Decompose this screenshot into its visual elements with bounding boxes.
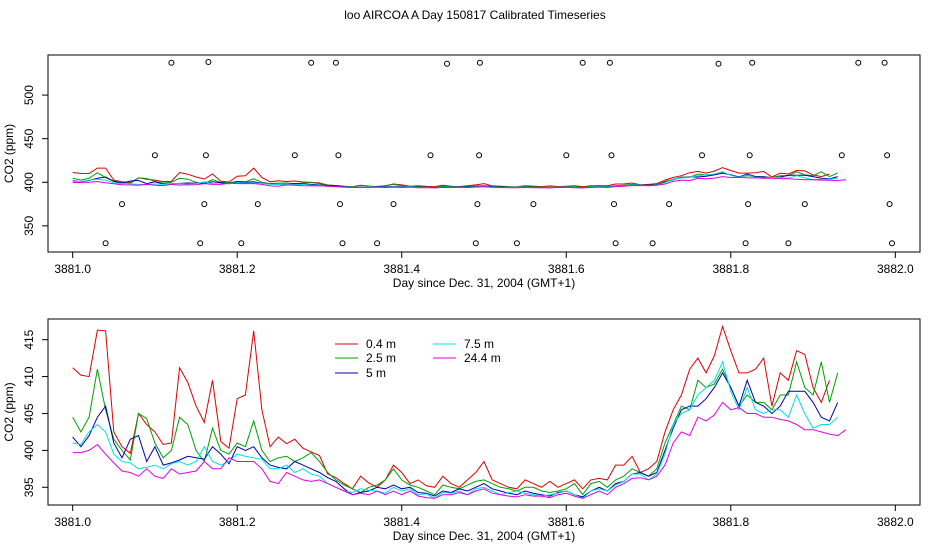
y-tick-label: 350 <box>22 216 36 236</box>
data-point <box>838 152 845 159</box>
x-axis-label: Day since Dec. 31, 2004 (GMT+1) <box>393 529 575 543</box>
data-point <box>238 240 245 247</box>
data-point <box>151 152 158 159</box>
data-point <box>563 152 570 159</box>
data-point <box>332 59 339 66</box>
data-point <box>168 59 175 66</box>
legend: 0.4 m2.5 m5 m 7.5 m24.4 m <box>335 337 501 380</box>
data-point <box>886 201 893 208</box>
x-tick-label: 3881.8 <box>712 515 749 529</box>
data-point <box>472 240 479 247</box>
plot-frame <box>47 54 921 253</box>
x-tick-label: 3881.6 <box>548 262 585 276</box>
x-tick-label: 3881.4 <box>383 515 420 529</box>
data-point <box>254 201 261 208</box>
x-axis-label: Day since Dec. 31, 2004 (GMT+1) <box>393 276 575 290</box>
data-point <box>102 240 109 247</box>
data-point <box>474 201 481 208</box>
data-point <box>881 59 888 66</box>
data-point <box>197 240 204 247</box>
data-point <box>606 59 613 66</box>
data-point <box>335 152 342 159</box>
data-point <box>855 59 862 66</box>
series-line <box>72 401 847 499</box>
data-point <box>513 240 520 247</box>
data-point <box>749 59 756 66</box>
data-point <box>339 240 346 247</box>
data-point <box>308 59 315 66</box>
x-tick-label: 3881.0 <box>54 515 91 529</box>
x-tick-label: 3881.6 <box>548 515 585 529</box>
y-axis-label: CO2 (ppm) <box>2 382 16 441</box>
data-point <box>444 60 450 67</box>
y-tick-label: 415 <box>22 329 36 349</box>
x-tick-label: 3881.4 <box>383 262 420 276</box>
data-point <box>666 201 673 208</box>
data-point <box>608 152 615 159</box>
y-tick-label: 500 <box>22 85 36 105</box>
data-point <box>119 201 125 208</box>
series-line <box>72 324 830 490</box>
data-point <box>337 201 343 208</box>
data-point <box>201 201 208 208</box>
y-tick-label: 405 <box>22 403 36 423</box>
series-line <box>72 360 839 499</box>
legend-label: 5 m <box>366 366 386 380</box>
y-tick-label: 395 <box>22 477 36 497</box>
x-tick-label: 3881.8 <box>712 262 749 276</box>
data-point <box>476 152 483 159</box>
data-point <box>715 60 722 67</box>
series-line <box>72 359 839 496</box>
data-point <box>291 152 298 159</box>
x-tick-label: 3881.2 <box>219 262 256 276</box>
y-tick-label: 410 <box>22 366 36 386</box>
legend-label: 2.5 m <box>366 351 396 365</box>
top-panel: 3881.0 3881.2 3881.4 3881.6 3881.8 3882.0 350 4… <box>2 54 921 290</box>
data-point <box>374 240 381 247</box>
data-point <box>427 152 434 159</box>
plot-frame <box>47 318 921 506</box>
y-tick-label: 450 <box>22 128 36 148</box>
legend-label: 24.4 m <box>464 351 501 365</box>
data-point <box>884 152 891 159</box>
data-point <box>530 201 537 208</box>
data-point <box>889 240 895 247</box>
y-tick-label: 400 <box>22 440 36 460</box>
y-axis-label: CO2 (ppm) <box>2 124 16 183</box>
data-point <box>745 201 752 208</box>
legend-label: 0.4 m <box>366 337 396 351</box>
data-point <box>476 59 483 66</box>
x-tick-label: 3882.0 <box>877 515 914 529</box>
data-point <box>390 201 397 208</box>
chart-title: loo AIRCOA A Day 150817 Calibrated Times… <box>344 8 606 22</box>
data-point <box>746 152 753 159</box>
bottom-panel: 3881.0 3881.2 3881.4 3881.6 3881.8 3882.0 395 4… <box>2 318 921 543</box>
series-line <box>72 371 839 498</box>
x-tick-label: 3881.0 <box>54 262 91 276</box>
data-point <box>202 152 209 159</box>
data-point <box>742 240 749 247</box>
x-tick-label: 3882.0 <box>877 262 914 276</box>
data-point <box>612 240 619 247</box>
top-series-line <box>72 176 847 189</box>
data-point <box>785 240 792 247</box>
data-point <box>579 59 586 66</box>
data-point <box>649 240 656 247</box>
y-tick-label: 400 <box>22 172 36 192</box>
x-tick-label: 3881.2 <box>219 515 256 529</box>
data-point <box>205 59 212 65</box>
legend-label: 7.5 m <box>464 337 494 351</box>
top-series-line <box>72 172 838 189</box>
data-point <box>699 152 705 159</box>
data-point <box>801 201 808 208</box>
data-point <box>611 201 617 208</box>
